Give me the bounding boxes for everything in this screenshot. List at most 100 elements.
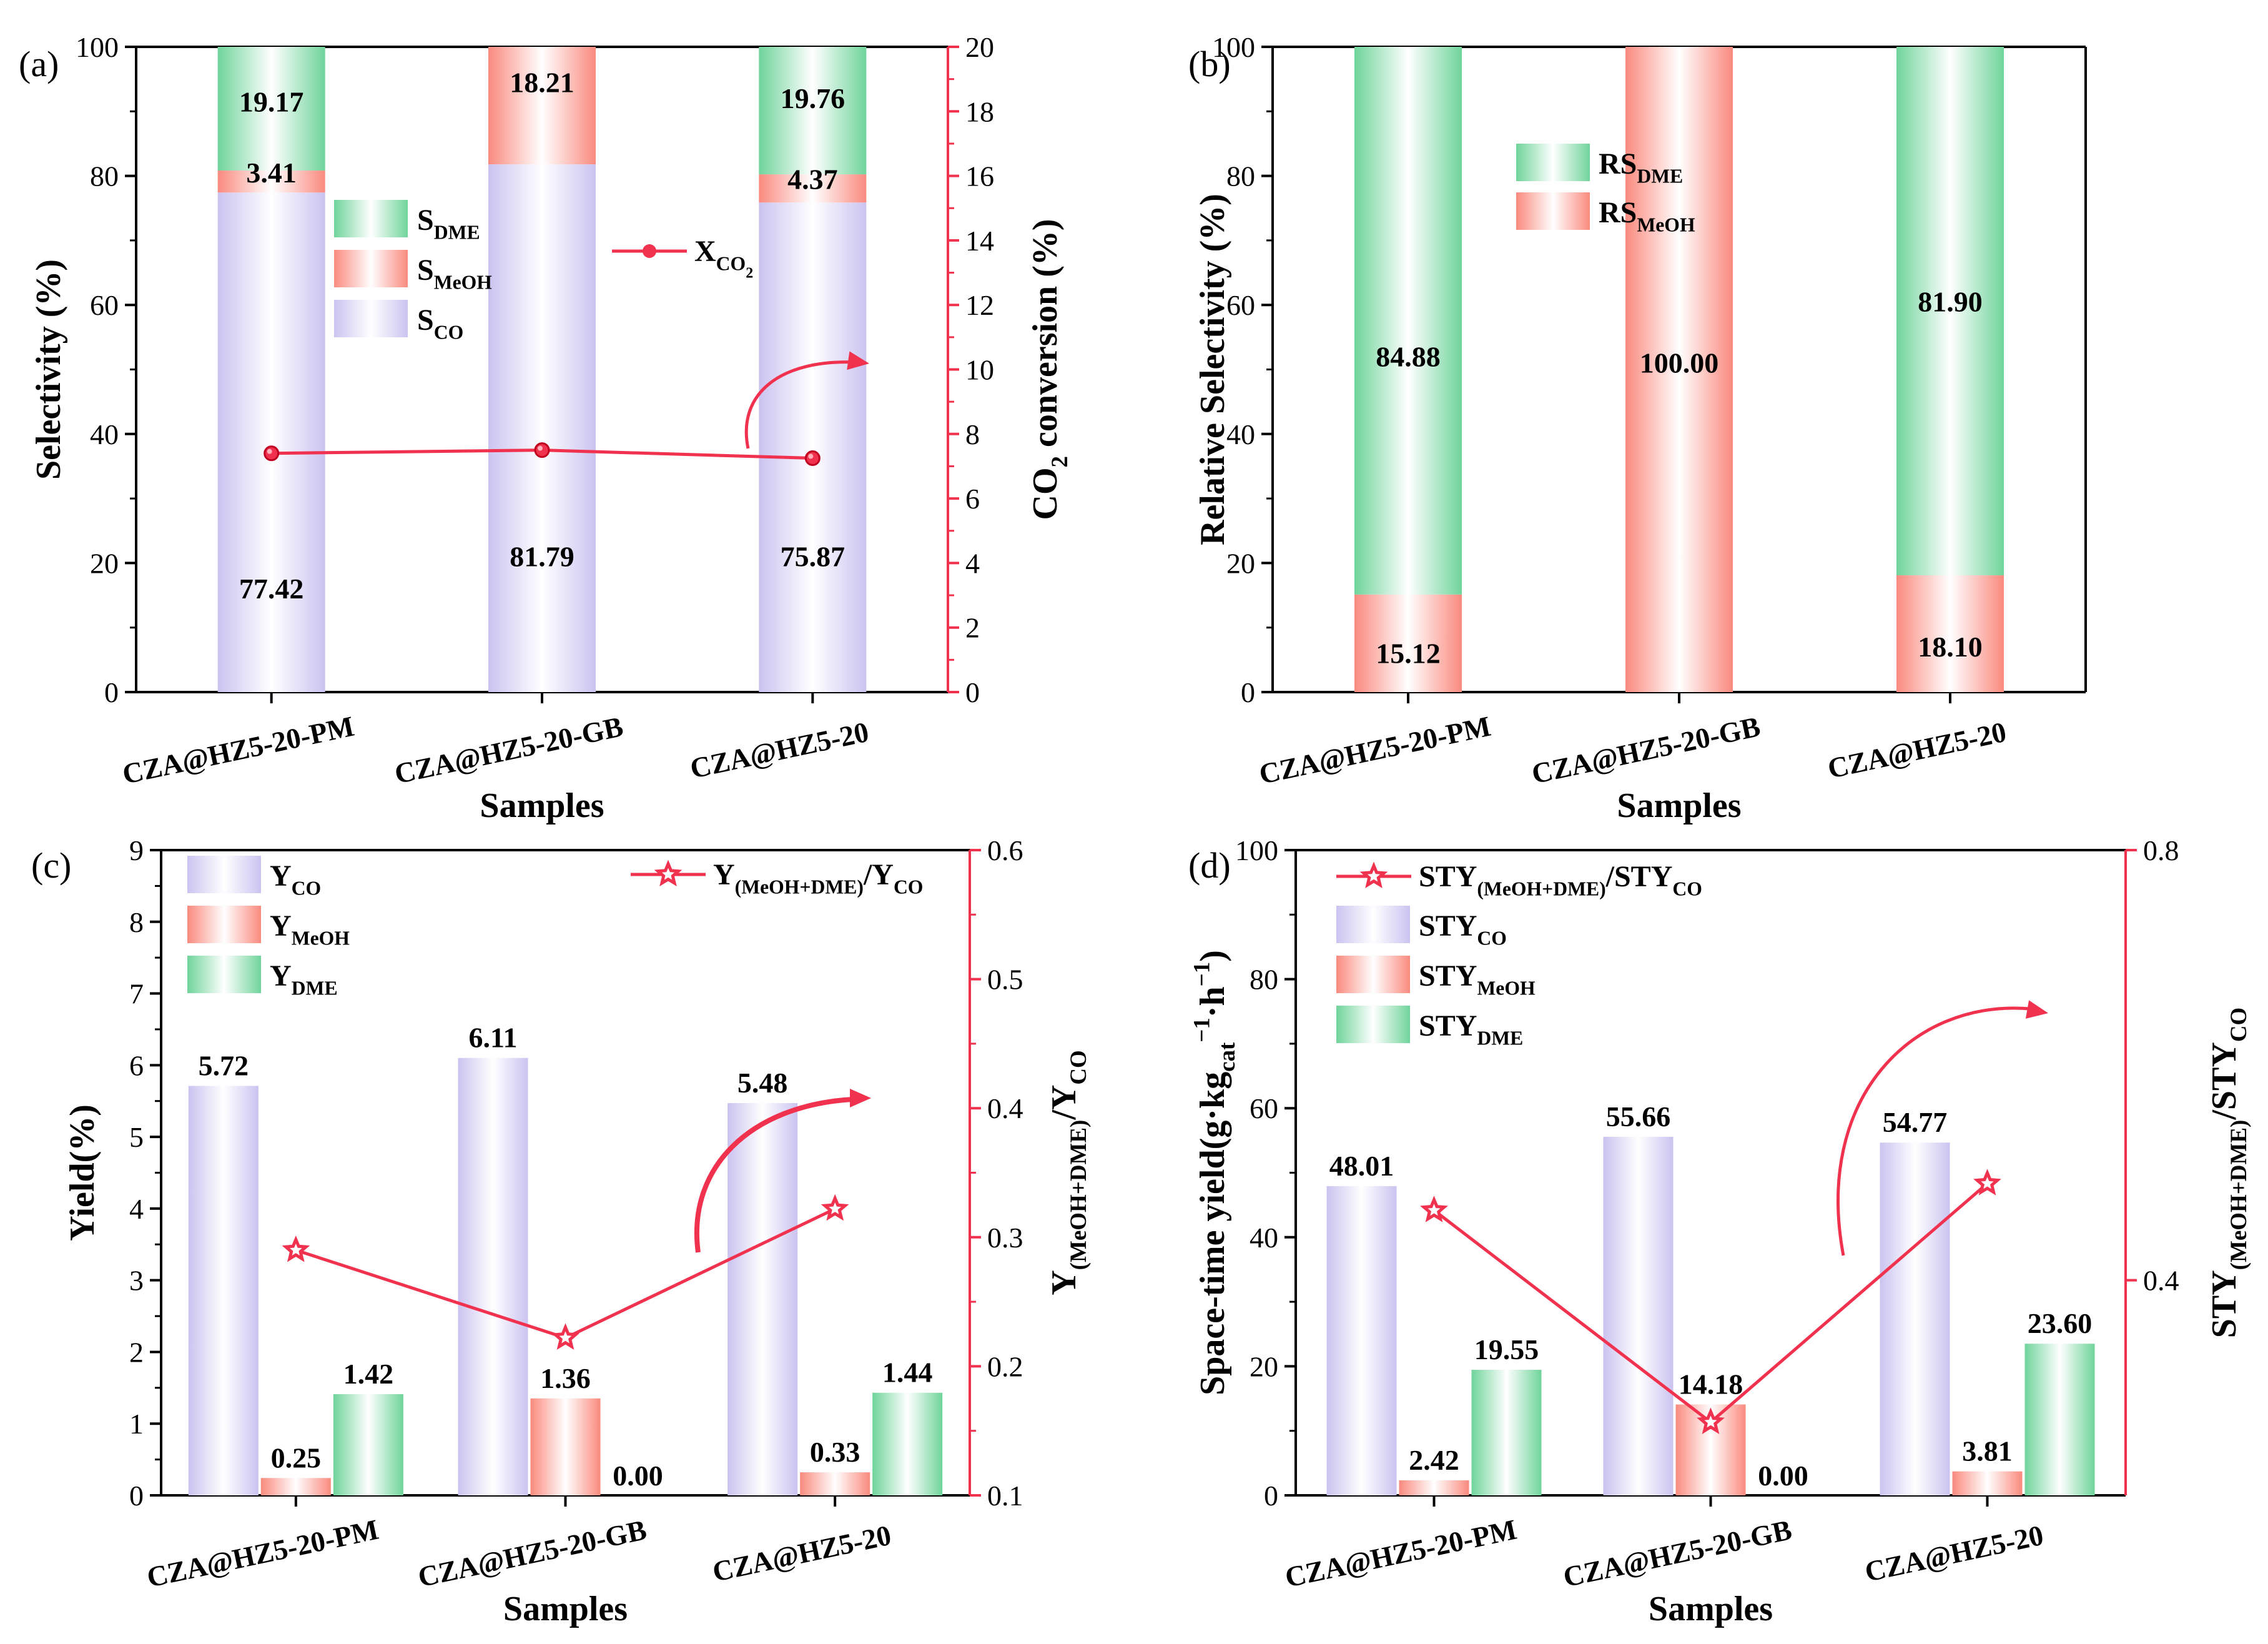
text-part: −1 [1188,962,1214,987]
text-part: ) [1193,950,1232,962]
legend-label: YMeOH [270,909,350,949]
y2-tick-label: 0.1 [987,1480,1023,1512]
text-part: S [417,304,434,337]
text-part: −1 [1188,1018,1214,1042]
y-tick-label: 0 [1241,676,1255,708]
text-part: STY [1419,860,1477,893]
text-part: CO [1477,927,1507,949]
bar-value-label: 77.42 [239,573,304,605]
bar-s-dme [759,47,867,175]
line-marker-star [551,1323,579,1350]
bar-sty-co [1326,1186,1397,1495]
y2-tick-label: 10 [965,354,994,386]
arrow-head-shape [850,1089,871,1107]
y2-tick-label: 0.8 [2143,834,2179,866]
text-part: Y [1045,1270,1083,1295]
x-tick-label: CZA@HZ5-20-PM [1256,710,1494,790]
bar-sty-meoh [1952,1470,2023,1495]
legend-swatch [187,906,261,943]
bar-s-co [488,164,596,692]
y-tick-label: 60 [1226,289,1255,321]
line-marker-star [654,859,683,887]
y2-axis-title: STY(MeOH+DME)/STYCO [2205,1008,2252,1339]
bar-s-meoh [488,47,596,165]
bar-sty-dme [1471,1369,1542,1495]
y-axis-title: Space-time yield(g·kgcat−1·h−1) [1188,950,1239,1395]
bar-sty-meoh [1399,1480,1469,1495]
bar-value-label: 55.66 [1606,1101,1671,1132]
y-tick-label: 4 [129,1193,144,1225]
bar-value-label: 1.44 [882,1357,933,1389]
y-tick-label: 6 [129,1049,144,1081]
arrow-curve [694,1097,853,1253]
bar-s-dme [217,47,325,171]
text-part: (MeOH+DME) [2226,1120,2252,1270]
marker-highlight [808,453,814,459]
text-part: /Y [1045,1085,1083,1121]
y2-tick-label: 0.6 [987,834,1023,866]
x-tick-label: CZA@HZ5-20 [1862,1519,2046,1588]
legend-label: RSMeOH [1599,196,1695,235]
line-marker-star [282,1235,310,1262]
bar-s-co [217,192,325,692]
bar-rs-meoh [1896,575,2004,692]
y2-tick-label: 14 [965,225,994,257]
text-part: DME [1477,1027,1523,1049]
bar-y-meoh [530,1397,601,1495]
y2-tick-label: 8 [965,418,980,450]
bar-value-label: 19.17 [239,86,304,117]
y2-tick-label: 16 [965,161,994,192]
x-tick-label: CZA@HZ5-20 [688,716,872,785]
y-tick-label: 40 [1250,1222,1278,1254]
panel-a: 0 20 40 60 80 100 0 2 4 6 8 10 12 14 16 18 20 CZA@HZ5-20-… [19,31,1072,825]
y-tick-label: 0 [104,676,119,708]
legend-swatch [1336,956,1410,993]
line-marker-circle [264,445,280,462]
y-tick-label: 80 [1226,161,1255,192]
arrow-head-shape [847,351,869,370]
bar-y-dme [333,1394,403,1495]
text-part: MeOH [434,271,493,293]
text-part: CO [1672,878,1702,899]
arrow-head [2025,1000,2048,1019]
line-marker-circle [804,450,821,467]
text-part: 2 [746,265,753,281]
bar-value-label: 18.10 [1918,631,1983,663]
bar-value-label: 5.72 [199,1049,249,1081]
x-tick-label: CZA@HZ5-20-PM [120,710,357,790]
text-part: RS [1599,147,1637,181]
bar-value-label: 3.41 [246,157,297,189]
y-tick-label: 100 [1235,834,1278,866]
y2-tick-label: 0.4 [987,1092,1023,1124]
bar-s-co [759,202,867,692]
text-part: (MeOH+DME) [1477,878,1605,899]
y2-tick-label: 18 [965,96,994,127]
marker-highlight [538,445,543,451]
text-part: MeOH [1477,977,1536,999]
y-tick-label: 60 [1250,1092,1278,1124]
x-tick-label: CZA@HZ5-20-GB [1560,1513,1795,1593]
y-axis-title: Relative Selectivity (%) [1193,194,1232,545]
text-part: /STY [2205,1042,2244,1121]
line-marker-star [1973,1169,2001,1196]
legend-swatch [187,856,261,893]
text-part: CO [2226,1008,2251,1042]
arrow-curve [1837,1006,2030,1256]
marker-highlight [267,448,272,454]
text-part: (MeOH+DME) [735,876,864,898]
bar-value-label: 15.12 [1376,638,1441,670]
bar-value-label: 18.21 [510,66,574,98]
bar-value-label: 6.11 [469,1022,518,1054]
panel-b: 0 20 40 60 80 100 CZA@HZ5-20-PM CZA@HZ5-20-GB CZ… [1188,31,2087,825]
panel-label: (d) [1188,845,1231,886]
y2-tick-label: 0.5 [987,964,1023,996]
bar-value-label: 100.00 [1640,347,1719,379]
text-part: DME [292,977,338,999]
y2-tick-label: 0.4 [2143,1265,2179,1297]
bar-value-label: 84.88 [1376,340,1441,372]
legend-swatch [334,250,408,287]
text-part: 2 [1047,456,1072,467]
